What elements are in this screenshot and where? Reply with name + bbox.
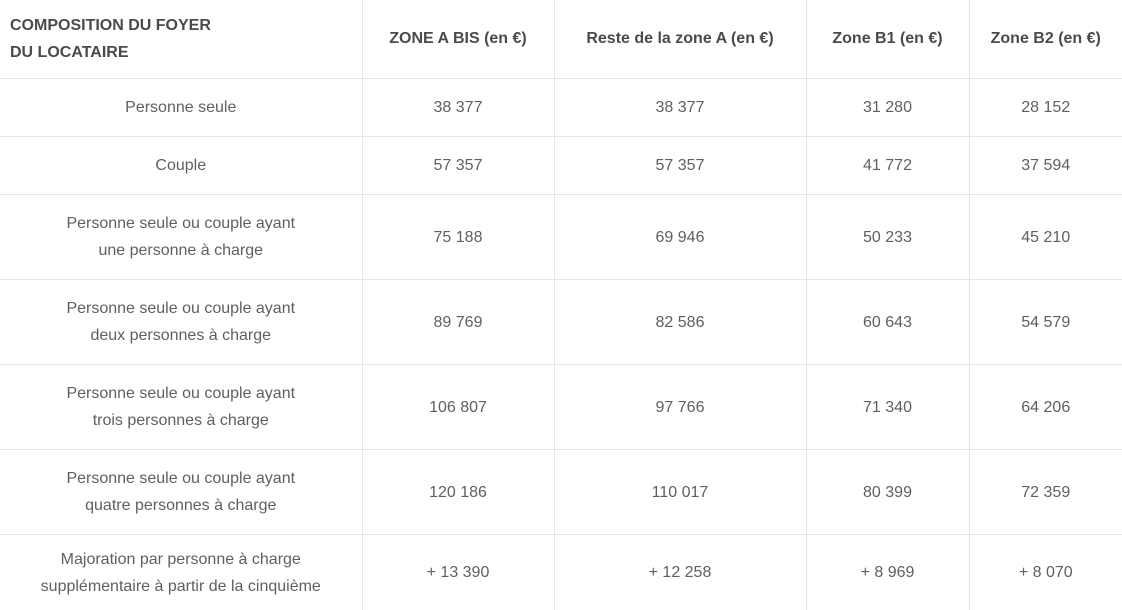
cell-zone-a-bis: + 13 390 <box>362 534 555 610</box>
header-zone-a-rest: Reste de la zone A (en €) <box>554 0 807 79</box>
cell-zone-a-rest: 69 946 <box>554 194 807 280</box>
cell-zone-a-rest: + 12 258 <box>554 534 807 610</box>
cell-zone-a-bis: 120 186 <box>362 449 555 535</box>
row-label: Personne seule <box>0 78 363 137</box>
cell-zone-b1: 60 643 <box>806 279 970 365</box>
cell-zone-b2: 45 210 <box>969 194 1122 280</box>
cell-zone-b1: 41 772 <box>806 136 970 195</box>
cell-zone-b2: 37 594 <box>969 136 1122 195</box>
table-row: Personne seule ou couple ayant une perso… <box>0 194 1122 280</box>
row-label: Personne seule ou couple ayant trois per… <box>0 364 363 450</box>
cell-zone-a-rest: 82 586 <box>554 279 807 365</box>
row-label: Couple <box>0 136 363 195</box>
table-row: Majoration par personne à charge supplém… <box>0 534 1122 610</box>
table-row: Personne seule ou couple ayant quatre pe… <box>0 449 1122 535</box>
cell-zone-b1: + 8 969 <box>806 534 970 610</box>
cell-zone-a-rest: 97 766 <box>554 364 807 450</box>
cell-zone-b2: 28 152 <box>969 78 1122 137</box>
cell-zone-b1: 31 280 <box>806 78 970 137</box>
cell-zone-a-bis: 89 769 <box>362 279 555 365</box>
row-label: Personne seule ou couple ayant deux pers… <box>0 279 363 365</box>
cell-zone-a-rest: 57 357 <box>554 136 807 195</box>
cell-zone-b2: 54 579 <box>969 279 1122 365</box>
row-label: Personne seule ou couple ayant une perso… <box>0 194 363 280</box>
table-row: Personne seule 38 377 38 377 31 280 28 1… <box>0 78 1122 137</box>
header-zone-b2: Zone B2 (en €) <box>969 0 1122 79</box>
table-header-row: COMPOSITION DU FOYER DU LOCATAIRE ZONE A… <box>0 0 1122 79</box>
cell-zone-a-bis: 106 807 <box>362 364 555 450</box>
cell-zone-a-rest: 110 017 <box>554 449 807 535</box>
cell-zone-a-rest: 38 377 <box>554 78 807 137</box>
row-label: Personne seule ou couple ayant quatre pe… <box>0 449 363 535</box>
cell-zone-b2: + 8 070 <box>1018 564 1073 581</box>
cell-zone-b2: 64 206 <box>969 364 1122 450</box>
row-label: Majoration par personne à charge supplém… <box>0 534 363 610</box>
cell-zone-a-bis: 75 188 <box>362 194 555 280</box>
table-row: Personne seule ou couple ayant trois per… <box>0 364 1122 450</box>
header-zone-a-bis: ZONE A BIS (en €) <box>362 0 555 79</box>
cell-zone-b1: 50 233 <box>806 194 970 280</box>
cell-zone-a-bis: 38 377 <box>362 78 555 137</box>
cell-zone-a-bis: 57 357 <box>362 136 555 195</box>
table-row: Personne seule ou couple ayant deux pers… <box>0 279 1122 365</box>
header-zone-b1: Zone B1 (en €) <box>806 0 970 79</box>
cell-zone-b2: 72 359 <box>969 449 1122 535</box>
cell-zone-b1: 71 340 <box>806 364 970 450</box>
header-household-composition: COMPOSITION DU FOYER DU LOCATAIRE <box>0 0 363 79</box>
cell-zone-b1: 80 399 <box>806 449 970 535</box>
table-row: Couple 57 357 57 357 41 772 37 594 <box>0 136 1122 195</box>
